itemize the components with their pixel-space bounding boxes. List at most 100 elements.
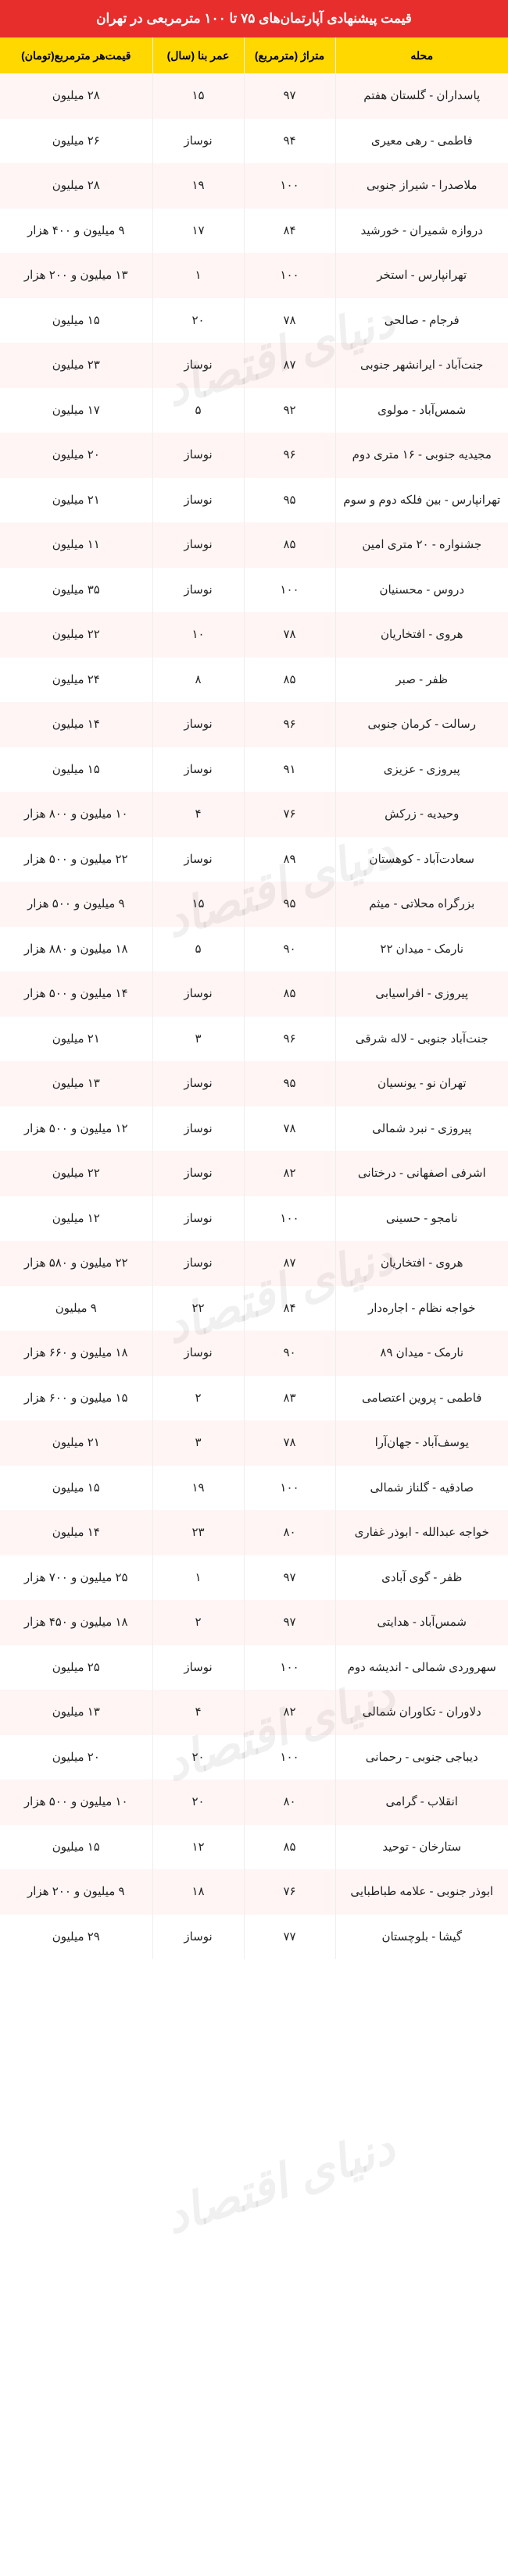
header-area: متراژ (مترمربع) [244, 37, 335, 73]
table-row: دروس - محسنیان۱۰۰نوساز۳۵ میلیون [0, 568, 508, 613]
table-row: هروی - افتخاریان۷۸۱۰۲۲ میلیون [0, 612, 508, 657]
cell-area: ۸۴ [244, 1286, 335, 1331]
cell-area: ۱۰۰ [244, 163, 335, 208]
cell-price: ۲۹ میلیون [0, 1915, 152, 1960]
cell-location: تهرانپارس - بین فلکه دوم و سوم [335, 478, 508, 523]
cell-area: ۱۰۰ [244, 568, 335, 613]
cell-location: پیروزی - افراسیابی [335, 971, 508, 1017]
cell-price: ۱۸ میلیون و ۸۸۰ هزار [0, 927, 152, 972]
cell-location: نامجو - حسینی [335, 1196, 508, 1242]
cell-age: نوساز [152, 478, 244, 523]
table-title: قیمت پیشنهادی آپارتمان‌های ۷۵ تا ۱۰۰ متر… [0, 0, 508, 37]
cell-area: ۸۲ [244, 1151, 335, 1196]
cell-location: ظفر - گوی آبادی [335, 1555, 508, 1601]
cell-age: نوساز [152, 1061, 244, 1106]
cell-age: ۱۸ [152, 1869, 244, 1915]
cell-location: بزرگراه محلاتی - میثم [335, 882, 508, 927]
table-row: مجیدیه جنوبی - ۱۶ متری دوم۹۶نوساز۲۰ میلی… [0, 433, 508, 478]
cell-age: ۲۰ [152, 1735, 244, 1780]
cell-location: نارمک - میدان ۲۲ [335, 927, 508, 972]
table-row: پیروزی - نبرد شمالی۷۸نوساز۱۲ میلیون و ۵۰… [0, 1106, 508, 1152]
table-row: هروی - افتخاریان۸۷نوساز۲۲ میلیون و ۵۸۰ ه… [0, 1241, 508, 1286]
cell-location: پیروزی - عزیزی [335, 747, 508, 793]
table-row: جشنواره - ۲۰ متری امین۸۵نوساز۱۱ میلیون [0, 522, 508, 568]
cell-age: نوساز [152, 971, 244, 1017]
table-row: صادقیه - گلناز شمالی۱۰۰۱۹۱۵ میلیون [0, 1466, 508, 1511]
table-row: یوسف‌آباد - جهان‌آرا۷۸۳۲۱ میلیون [0, 1420, 508, 1466]
table-row: شمس‌آباد - هدایتی۹۷۲۱۸ میلیون و ۴۵۰ هزار [0, 1600, 508, 1645]
table-row: شمس‌آباد - مولوی۹۲۵۱۷ میلیون [0, 388, 508, 433]
cell-price: ۲۸ میلیون [0, 163, 152, 208]
cell-price: ۲۵ میلیون و ۷۰۰ هزار [0, 1555, 152, 1601]
table-row: تهرانپارس - بین فلکه دوم و سوم۹۵نوساز۲۱ … [0, 478, 508, 523]
table-row: نارمک - میدان ۸۹۹۰نوساز۱۸ میلیون و ۶۶۰ ه… [0, 1331, 508, 1376]
cell-age: ۲ [152, 1600, 244, 1645]
cell-age: نوساز [152, 1106, 244, 1152]
cell-area: ۱۰۰ [244, 1735, 335, 1780]
table-row: سعادت‌آباد - کوهستان۸۹نوساز۲۲ میلیون و ۵… [0, 837, 508, 882]
cell-age: نوساز [152, 1645, 244, 1691]
cell-location: وحیدیه - زرکش [335, 792, 508, 837]
table-row: فاطمی - پروین اعتصامی۸۳۲۱۵ میلیون و ۶۰۰ … [0, 1376, 508, 1421]
cell-location: خواجه نظام - اجاره‌دار [335, 1286, 508, 1331]
cell-area: ۹۴ [244, 119, 335, 164]
cell-location: رسالت - کرمان جنوبی [335, 702, 508, 747]
cell-area: ۸۷ [244, 343, 335, 388]
cell-area: ۸۵ [244, 1825, 335, 1870]
cell-location: شمس‌آباد - هدایتی [335, 1600, 508, 1645]
cell-location: صادقیه - گلناز شمالی [335, 1466, 508, 1511]
cell-area: ۹۶ [244, 433, 335, 478]
cell-age: ۱۰ [152, 612, 244, 657]
cell-area: ۷۶ [244, 1869, 335, 1915]
cell-price: ۱۴ میلیون [0, 1510, 152, 1555]
cell-price: ۲۱ میلیون [0, 478, 152, 523]
cell-price: ۲۰ میلیون [0, 433, 152, 478]
cell-location: هروی - افتخاریان [335, 1241, 508, 1286]
cell-age: ۱۲ [152, 1825, 244, 1870]
cell-area: ۷۶ [244, 792, 335, 837]
cell-age: نوساز [152, 1241, 244, 1286]
cell-age: نوساز [152, 568, 244, 613]
price-table: محله متراژ (مترمربع) عمر بنا (سال) قیمت‌… [0, 37, 508, 1959]
cell-location: انقلاب - گرامی [335, 1780, 508, 1825]
cell-price: ۱۲ میلیون [0, 1196, 152, 1242]
cell-price: ۱۱ میلیون [0, 522, 152, 568]
cell-area: ۹۷ [244, 73, 335, 119]
cell-price: ۱۳ میلیون [0, 1061, 152, 1106]
cell-price: ۲۸ میلیون [0, 73, 152, 119]
cell-location: تهران نو - یونسیان [335, 1061, 508, 1106]
cell-location: تهرانپارس - استخر [335, 253, 508, 298]
cell-age: نوساز [152, 1196, 244, 1242]
table-row: تهرانپارس - استخر۱۰۰۱۱۳ میلیون و ۲۰۰ هزا… [0, 253, 508, 298]
cell-price: ۲۲ میلیون [0, 1151, 152, 1196]
cell-price: ۱۳ میلیون [0, 1690, 152, 1735]
cell-price: ۱۷ میلیون [0, 388, 152, 433]
table-row: فرجام - صالحی۷۸۲۰۱۵ میلیون [0, 298, 508, 344]
table-row: جنت‌آباد - ایرانشهر جنوبی۸۷نوساز۲۳ میلیو… [0, 343, 508, 388]
cell-price: ۱۴ میلیون و ۵۰۰ هزار [0, 971, 152, 1017]
cell-area: ۹۵ [244, 1061, 335, 1106]
cell-location: اشرفی اصفهانی - درختانی [335, 1151, 508, 1196]
header-age: عمر بنا (سال) [152, 37, 244, 73]
table-row: ظفر - گوی آبادی۹۷۱۲۵ میلیون و ۷۰۰ هزار [0, 1555, 508, 1601]
table-row: پاسداران - گلستان هفتم۹۷۱۵۲۸ میلیون [0, 73, 508, 119]
cell-location: یوسف‌آباد - جهان‌آرا [335, 1420, 508, 1466]
cell-area: ۹۷ [244, 1600, 335, 1645]
table-row: گیشا - بلوچستان۷۷نوساز۲۹ میلیون [0, 1915, 508, 1960]
cell-price: ۹ میلیون [0, 1286, 152, 1331]
cell-area: ۸۰ [244, 1780, 335, 1825]
cell-age: نوساز [152, 1151, 244, 1196]
cell-price: ۹ میلیون و ۲۰۰ هزار [0, 1869, 152, 1915]
cell-location: خواجه عبدالله - ابوذر غفاری [335, 1510, 508, 1555]
cell-location: دیباجی جنوبی - رحمانی [335, 1735, 508, 1780]
header-row: محله متراژ (مترمربع) عمر بنا (سال) قیمت‌… [0, 37, 508, 73]
cell-area: ۸۷ [244, 1241, 335, 1286]
cell-age: نوساز [152, 119, 244, 164]
cell-area: ۸۰ [244, 1510, 335, 1555]
table-row: ملاصدرا - شیراز جنوبی۱۰۰۱۹۲۸ میلیون [0, 163, 508, 208]
cell-area: ۷۸ [244, 1420, 335, 1466]
cell-age: ۲۳ [152, 1510, 244, 1555]
watermark: دنیای اقتصاد [159, 2120, 402, 2245]
table-row: دیباجی جنوبی - رحمانی۱۰۰۲۰۲۰ میلیون [0, 1735, 508, 1780]
cell-location: سعادت‌آباد - کوهستان [335, 837, 508, 882]
